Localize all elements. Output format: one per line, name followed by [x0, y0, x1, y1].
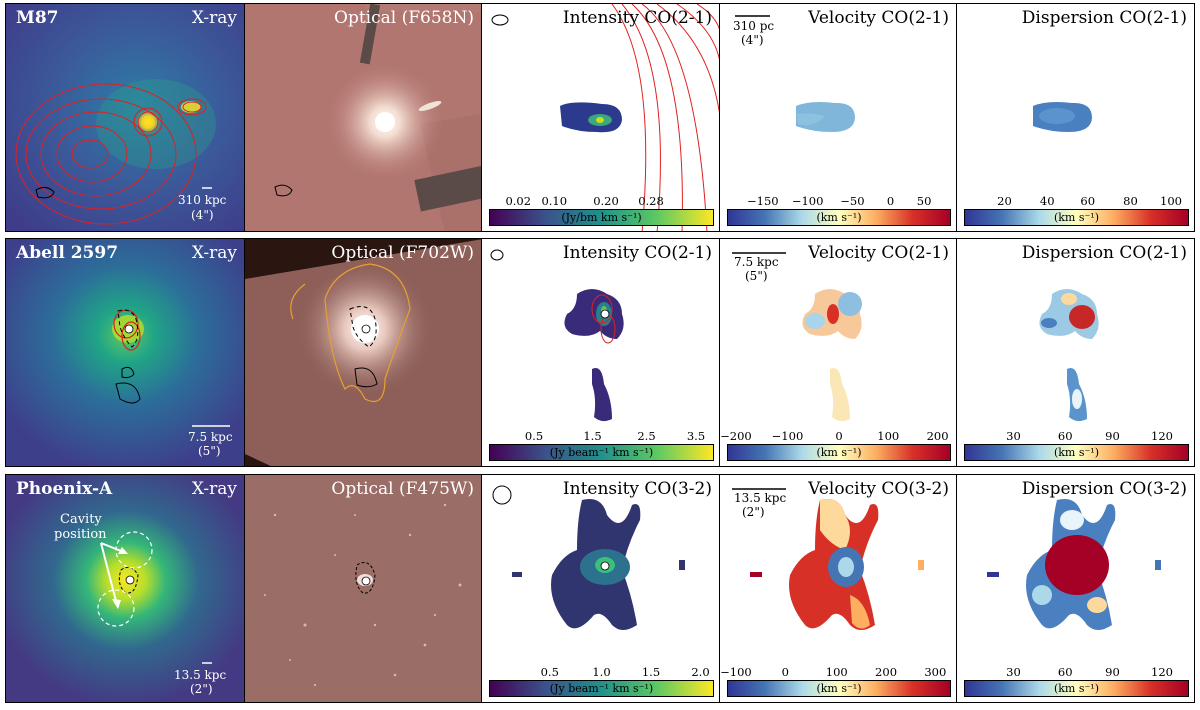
- optical-title: Optical (F475W): [331, 479, 474, 499]
- velocity-title: Velocity CO(2-1): [808, 243, 949, 263]
- m87-intensity-map: [482, 4, 719, 231]
- abell-optical-panel: Optical (F702W): [244, 238, 482, 467]
- intensity-title: Intensity CO(2-1): [562, 8, 712, 28]
- velocity-scale-distance: 13.5 kpc: [734, 491, 787, 505]
- intensity-title: Intensity CO(3-2): [562, 479, 712, 499]
- phoenix-intensity-panel: Intensity CO(3-2) 0.5 1.0 1.5 2.0 (Jy be…: [481, 474, 720, 703]
- abell-optical-image: [245, 239, 481, 466]
- xray-title: X-ray: [191, 8, 237, 28]
- dispersion-title: Dispersion CO(2-1): [1021, 243, 1187, 263]
- xray-scale-angle: (5"): [198, 444, 221, 458]
- m87-velocity-map: [720, 4, 956, 231]
- phoenix-xray-panel: Phoenix-A X-ray Cavity position 13.5 kpc…: [5, 474, 245, 703]
- phoenix-optical-image: [245, 475, 481, 702]
- row-label-phoenix-a: Phoenix-A: [16, 479, 113, 499]
- m87-optical-panel: Optical (F658N): [244, 3, 482, 232]
- phoenix-dispersion-map: [957, 475, 1194, 702]
- xray-scale-angle: (4"): [191, 208, 214, 222]
- velocity-title: Velocity CO(2-1): [808, 8, 949, 28]
- optical-title: Optical (F702W): [331, 243, 474, 263]
- phoenix-intensity-map: [482, 475, 719, 702]
- velocity-scale-angle: (4"): [741, 33, 764, 47]
- intensity-title: Intensity CO(2-1): [562, 243, 712, 263]
- row-label-abell2597: Abell 2597: [16, 243, 119, 263]
- intensity-colorbar: (Jy/bm km s⁻¹): [489, 209, 714, 226]
- intensity-colorbar-ticks: 0.5 1.5 2.5 3.5: [524, 429, 706, 443]
- beam-ellipse: [491, 14, 509, 26]
- phoenix-velocity-map: [720, 475, 956, 702]
- row-label-m87: M87: [16, 8, 59, 28]
- intensity-colorbar: (Jy beam⁻¹ km s⁻¹): [489, 444, 714, 461]
- velocity-scale-angle: (5"): [745, 269, 768, 283]
- abell-dispersion-panel: Dispersion CO(2-1) 30 60 90 120 (km s⁻¹): [956, 238, 1195, 467]
- phoenix-velocity-panel: 13.5 kpc (2") Velocity CO(3-2) −100 0 10…: [719, 474, 957, 703]
- phoenix-optical-panel: Optical (F475W): [244, 474, 482, 703]
- velocity-scale-distance: 7.5 kpc: [734, 255, 779, 269]
- optical-title: Optical (F658N): [334, 8, 474, 28]
- velocity-scale-distance: 310 pc: [733, 19, 775, 33]
- beam-circle: [492, 485, 512, 505]
- dispersion-colorbar-ticks: 30 60 90 120: [1006, 429, 1173, 443]
- xray-title: X-ray: [191, 479, 237, 499]
- m87-xray-panel: M87 X-ray 310 kpc (4"): [5, 3, 245, 232]
- dispersion-title: Dispersion CO(2-1): [1021, 8, 1187, 28]
- velocity-colorbar-ticks: −200 −100 0 100 200: [720, 429, 949, 443]
- abell-xray-image: [6, 239, 244, 466]
- intensity-colorbar-ticks: 0.5 1.0 1.5 2.0: [540, 665, 710, 679]
- velocity-title: Velocity CO(3-2): [808, 479, 949, 499]
- phoenix-xray-image: [6, 475, 244, 702]
- m87-intensity-panel: Intensity CO(2-1) 0.02 0.10 0.20 0.28 (J…: [481, 3, 720, 232]
- velocity-scale-angle: (2"): [742, 505, 765, 519]
- velocity-colorbar: (km s⁻¹): [727, 444, 951, 461]
- dispersion-colorbar: (km s⁻¹): [964, 444, 1189, 461]
- m87-optical-image: [245, 4, 481, 231]
- dispersion-colorbar-ticks: 30 60 90 120: [1006, 665, 1173, 679]
- velocity-colorbar-ticks: −150 −100 −50 0 50: [747, 194, 932, 208]
- xray-scale-distance: 310 kpc: [178, 193, 227, 207]
- dispersion-colorbar-ticks: 20 40 60 80 100: [997, 194, 1182, 208]
- intensity-colorbar-ticks: 0.02 0.10 0.20 0.28: [505, 194, 664, 208]
- m87-xray-image: [6, 4, 244, 231]
- dispersion-colorbar: (km s⁻¹): [964, 680, 1189, 697]
- xray-scale-distance: 13.5 kpc: [174, 668, 227, 682]
- xray-title: X-ray: [191, 243, 237, 263]
- cavity-label-line2: position: [54, 527, 107, 542]
- m87-dispersion-panel: Dispersion CO(2-1) 20 40 60 80 100 (km s…: [956, 3, 1195, 232]
- abell-dispersion-map: [957, 239, 1194, 466]
- xray-scale-distance: 7.5 kpc: [188, 430, 233, 444]
- velocity-colorbar: (km s⁻¹): [727, 209, 951, 226]
- beam-ellipse: [490, 249, 504, 261]
- intensity-colorbar: (Jy beam⁻¹ km s⁻¹): [489, 680, 714, 697]
- cavity-label-line1: Cavity: [60, 512, 102, 527]
- velocity-colorbar-ticks: −100 0 100 200 300: [720, 665, 947, 679]
- m87-dispersion-map: [957, 4, 1194, 231]
- phoenix-dispersion-panel: Dispersion CO(3-2) 30 60 90 120 (km s⁻¹): [956, 474, 1195, 703]
- dispersion-title: Dispersion CO(3-2): [1021, 479, 1187, 499]
- velocity-colorbar: (km s⁻¹): [727, 680, 951, 697]
- abell-velocity-map: [720, 239, 956, 466]
- abell-velocity-panel: 7.5 kpc (5") Velocity CO(2-1) −200 −100 …: [719, 238, 957, 467]
- abell-intensity-map: [482, 239, 719, 466]
- m87-velocity-panel: 310 pc (4") Velocity CO(2-1) −150 −100 −…: [719, 3, 957, 232]
- dispersion-colorbar: (km s⁻¹): [964, 209, 1189, 226]
- xray-scale-angle: (2"): [190, 682, 213, 696]
- abell-intensity-panel: Intensity CO(2-1) 0.5 1.5 2.5 3.5 (Jy be…: [481, 238, 720, 467]
- abell-xray-panel: Abell 2597 X-ray 7.5 kpc (5"): [5, 238, 245, 467]
